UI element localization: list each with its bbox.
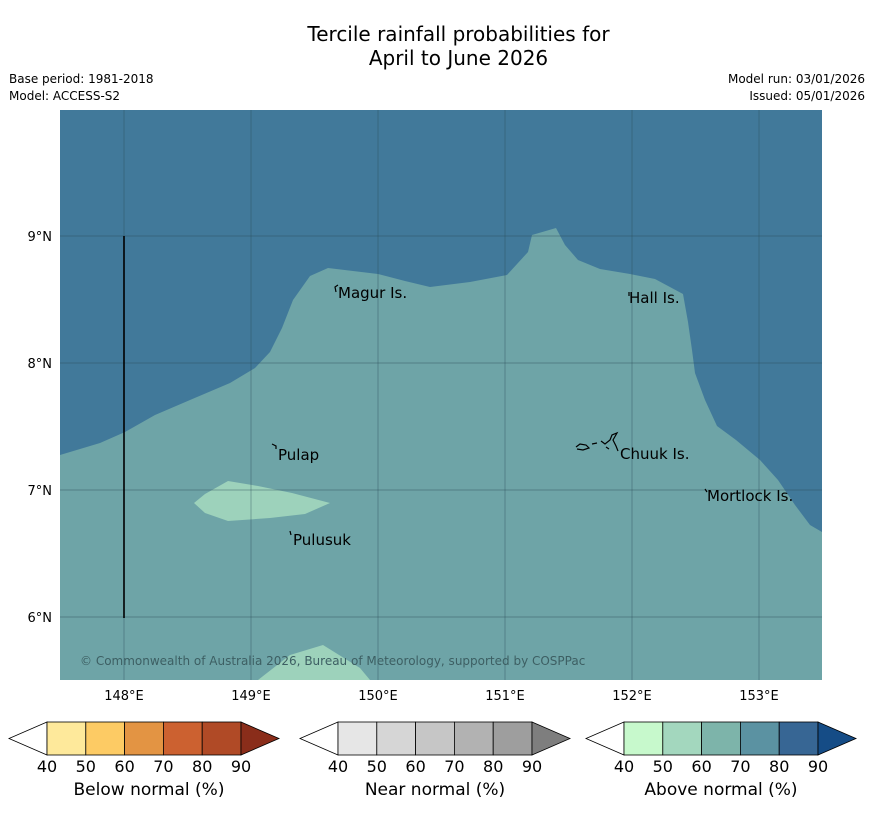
title-line-1: Tercile rainfall probabilities for [307,22,610,46]
colorbar-label-near: Near normal (%) [364,780,506,800]
place-magur: Magur Is. [338,284,407,302]
colorbar-tick-label: 90 [231,757,251,776]
colorbar-high-extend [531,721,572,756]
colorbar-box [415,721,455,756]
colorbar-box [492,721,533,756]
prob-region-70 [60,228,822,680]
lat-label-6: 6°N [28,611,53,626]
colorbar-box [201,721,242,756]
colorbar-box [623,721,664,756]
colorbar-box [162,721,203,756]
title-line-2: April to June 2026 [368,46,549,70]
colorbar-tick-label: 50 [76,757,96,776]
colorbar-box [337,721,378,756]
lon-label-153: 153°E [739,689,779,704]
lat-label-8: 8°N [28,357,53,372]
colorbar-low-extend [584,721,625,756]
colorbar-tick-label: 60 [114,757,134,776]
model-run: Model run: 03/01/2026 [727,72,865,86]
island-chuuk [575,431,619,452]
colorbar-above-normal: 40 50 60 70 80 90 [584,721,858,776]
colorbar-tick-label: 90 [808,757,828,776]
meta-left: Base period: 1981-2018 Model: ACCESS-S2 [9,71,154,105]
prob-region-60 [194,481,330,521]
colorbar-tick-label: 50 [367,757,387,776]
colorbar-low-extend [298,721,339,756]
colorbar-box [376,721,416,756]
lon-label-151: 151°E [485,689,525,704]
colorbar-tick-label: 40 [37,757,57,776]
base-period: Base period: 1981-2018 [9,72,154,86]
axis-labels: 148°E 149°E 150°E 151°E 152°E 153°E 9°N … [28,230,779,704]
colorbar-tick-label: 40 [328,757,348,776]
place-mortlock: Mortlock Is. [707,487,793,505]
place-pulap: Pulap [278,446,319,464]
colorbar-box [701,721,741,756]
lon-label-152: 152°E [612,689,652,704]
island-pulusuk [289,530,292,536]
lon-label-148: 148°E [104,689,144,704]
map-copyright: © Commonwealth of Australia 2026, Bureau… [80,654,585,668]
colorbar-tick-label: 60 [405,757,425,776]
colorbar-box [453,721,494,756]
prob-region-60-south [258,645,370,680]
colorbar-box [740,721,780,756]
colorbar-tick-label: 50 [653,757,673,776]
colorbar-tick-label: 60 [691,757,711,776]
map-title: Tercile rainfall probabilities for April… [0,22,873,70]
colorbar-tick-label: 80 [769,757,789,776]
place-pulusuk: Pulusuk [293,531,351,549]
map-panel: © Commonwealth of Australia 2026, Bureau… [60,110,822,680]
island-mortlock [704,488,708,493]
lon-label-150: 150°E [358,689,398,704]
island-magur [334,284,339,293]
lat-label-7: 7°N [28,484,53,499]
colorbar-tick-label: 80 [483,757,503,776]
colorbar-label-above: Above normal (%) [644,780,798,800]
island-outlines [271,284,708,536]
colorbar-box [662,721,702,756]
model-name: Model: ACCESS-S2 [9,89,121,103]
colorbar-tick-label: 70 [444,757,464,776]
colorbar-box [124,721,164,756]
place-hall: Hall Is. [629,289,680,307]
meta-right: Model run: 03/01/2026 Issued: 05/01/2026 [728,71,865,105]
colorbar-below-normal: 40 50 60 70 80 90 [7,721,281,776]
colorbar-box [778,721,819,756]
colorbar-box [85,721,126,756]
colorbar-tick-label: 80 [192,757,212,776]
colorbar-high-extend [817,721,858,756]
colorbar-near-normal: 40 50 60 70 80 90 [298,721,572,776]
issued-date: Issued: 05/01/2026 [749,89,865,103]
colorbar-tick-label: 90 [522,757,542,776]
place-labels: Magur Is. Hall Is. Pulap Chuuk Is. Mortl… [278,284,793,549]
island-pulap [271,443,277,449]
colorbar-tick-label: 70 [730,757,750,776]
colorbar-low-extend [7,721,48,756]
lat-label-9: 9°N [28,230,53,245]
colorbar-label-below: Below normal (%) [73,780,225,800]
colorbar-box [46,721,87,756]
colorbar-tick-label: 70 [153,757,173,776]
lon-label-149: 149°E [231,689,271,704]
place-chuuk: Chuuk Is. [620,445,689,463]
colorbar-high-extend [240,721,281,756]
colorbar-tick-label: 40 [614,757,634,776]
